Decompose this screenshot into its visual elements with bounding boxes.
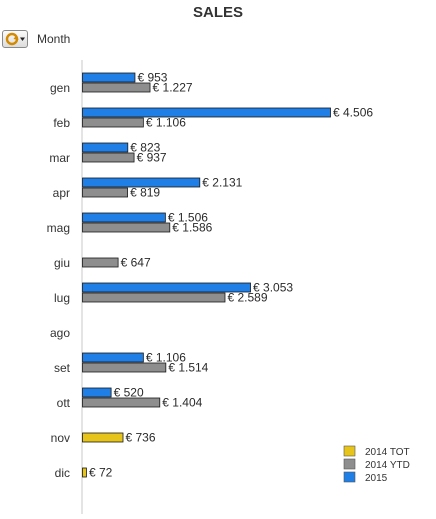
data-label: € 937 [137,151,167,165]
bar[interactable] [82,352,144,363]
bar[interactable] [82,362,167,373]
data-label: € 1.514 [168,361,208,375]
category-label: set [54,361,71,375]
bar[interactable] [82,107,331,118]
category-label: lug [54,291,70,305]
data-label: € 647 [121,256,151,270]
legend-swatch [343,458,356,470]
cycle-dimension-button[interactable] [2,30,28,48]
bar[interactable] [82,142,129,153]
category-label: gen [50,81,70,95]
bar[interactable] [82,397,161,408]
category-label: apr [53,186,70,200]
data-label: € 953 [137,71,167,85]
legend-swatch [343,471,356,483]
bar[interactable] [82,387,112,398]
chevron-down-icon [20,37,25,41]
category-label: dic [55,466,70,480]
bar[interactable] [82,82,151,93]
data-label: € 1.404 [162,396,202,410]
data-label: € 1.106 [146,116,186,130]
bar[interactable] [82,292,226,303]
bar[interactable] [82,117,144,128]
legend-label: 2014 YTD [365,460,410,471]
data-label: € 72 [89,466,113,480]
data-label: € 1.227 [153,81,193,95]
bar[interactable] [82,282,251,293]
bars [82,72,331,478]
bar[interactable] [82,72,136,83]
bar[interactable] [82,222,171,233]
chart-title: SALES [192,4,243,21]
category-label: mag [47,221,70,235]
data-label: € 2.589 [227,291,267,305]
dimension-label: Month [37,32,71,46]
data-label: € 736 [126,431,156,445]
bar[interactable] [82,187,128,198]
category-label: ago [50,326,70,340]
category-labels: gen feb mar apr mag giu lug ago set ott nov dic [47,81,71,480]
bar[interactable] [82,212,166,223]
data-label: € 1.586 [172,221,212,235]
data-label: € 4.506 [333,106,373,120]
data-label: € 823 [130,141,160,155]
bar[interactable] [82,467,87,478]
category-label: giu [54,256,70,270]
category-label: ott [57,396,71,410]
data-label: € 819 [130,186,160,200]
legend: 2014 TOT 2014 YTD 2015 [343,445,410,484]
data-label: € 520 [114,386,144,400]
legend-label: 2015 [365,473,388,484]
category-label: mar [49,151,70,165]
category-label: feb [53,116,70,130]
data-label: € 1.506 [168,211,208,225]
legend-swatch [343,445,356,457]
category-label: nov [51,431,70,445]
legend-label: 2014 TOT [365,447,410,458]
bar[interactable] [82,257,119,268]
data-labels: € 953€ 1.227 € 4.506 € 1.106 € 823€ 937 € 2.… [89,71,373,480]
bar[interactable] [82,177,201,188]
data-label: € 2.131 [202,176,242,190]
data-label: € 1.106 [146,351,186,365]
bar[interactable] [82,152,135,163]
bar[interactable] [82,432,124,443]
data-label: € 3.053 [253,281,293,295]
